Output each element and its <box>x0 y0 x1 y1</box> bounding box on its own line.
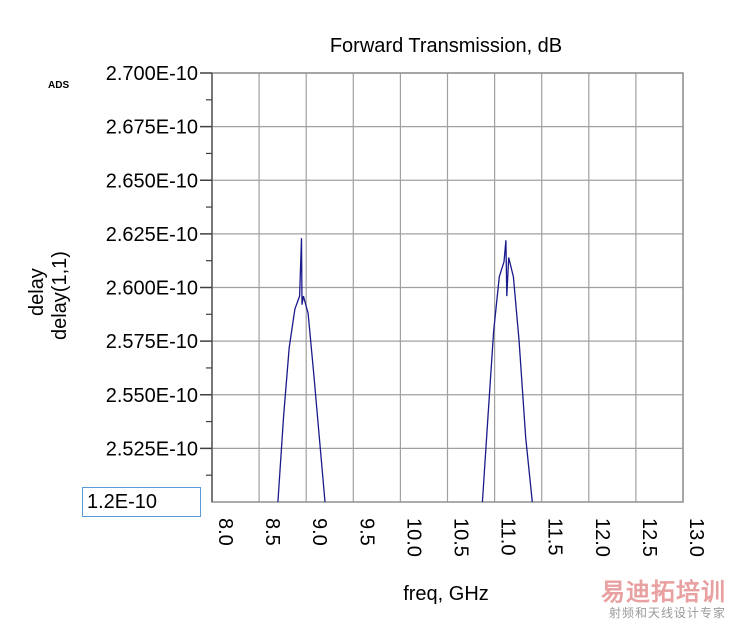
x-tick-label: 11.0 <box>497 518 519 555</box>
axes <box>200 72 684 503</box>
x-tick-label: 13.0 <box>685 518 707 557</box>
y-tick-label: 2.700E-10 <box>106 63 198 85</box>
series-lines <box>277 238 533 503</box>
x-tick-label: 8.0 <box>214 518 236 546</box>
x-tick-label: 12.5 <box>638 518 660 557</box>
x-tick-label: 8.5 <box>261 518 283 546</box>
x-tick-label: 9.5 <box>355 518 377 546</box>
x-axis-label: freq, GHz <box>403 583 489 605</box>
series-line <box>481 240 533 503</box>
y-tick-label: 2.600E-10 <box>106 278 198 300</box>
y-axis-label-delay-1-1: delay(1,1) <box>49 251 71 340</box>
x-tick-label: 10.0 <box>402 518 424 557</box>
y-tick-label: 2.675E-10 <box>106 117 198 139</box>
watermark-subtitle: 射频和天线设计专家 <box>608 606 726 620</box>
grid <box>211 72 684 502</box>
app-badge: ADS <box>48 80 69 91</box>
x-tick-label: 9.0 <box>308 518 330 546</box>
watermark-title: 易迪拓培训 <box>601 578 726 606</box>
y-tick-label: 2.525E-10 <box>106 438 198 460</box>
x-tick-label: 11.5 <box>544 518 566 555</box>
y-tick-labels: 2.700E-10 2.675E-10 2.650E-10 2.625E-10 2.60… <box>106 63 198 460</box>
chart-title: Forward Transmission, dB <box>330 35 562 57</box>
y-tick-label: 2.650E-10 <box>106 170 198 192</box>
watermark: 易迪拓培训 射频和天线设计专家 <box>601 579 726 621</box>
x-tick-labels: 8.0 8.5 9.0 9.5 10.0 10.5 11.0 11.5 12.0 12.5 13.0 <box>214 518 707 557</box>
y-min-input[interactable] <box>82 487 201 517</box>
x-tick-label: 12.0 <box>591 518 613 557</box>
y-tick-label: 2.575E-10 <box>106 331 198 353</box>
y-axis-label-delay: delay <box>26 268 48 316</box>
y-tick-label: 2.625E-10 <box>106 224 198 246</box>
x-tick-label: 10.5 <box>450 518 472 557</box>
y-tick-label: 2.550E-10 <box>106 385 198 407</box>
series-line <box>277 238 326 503</box>
